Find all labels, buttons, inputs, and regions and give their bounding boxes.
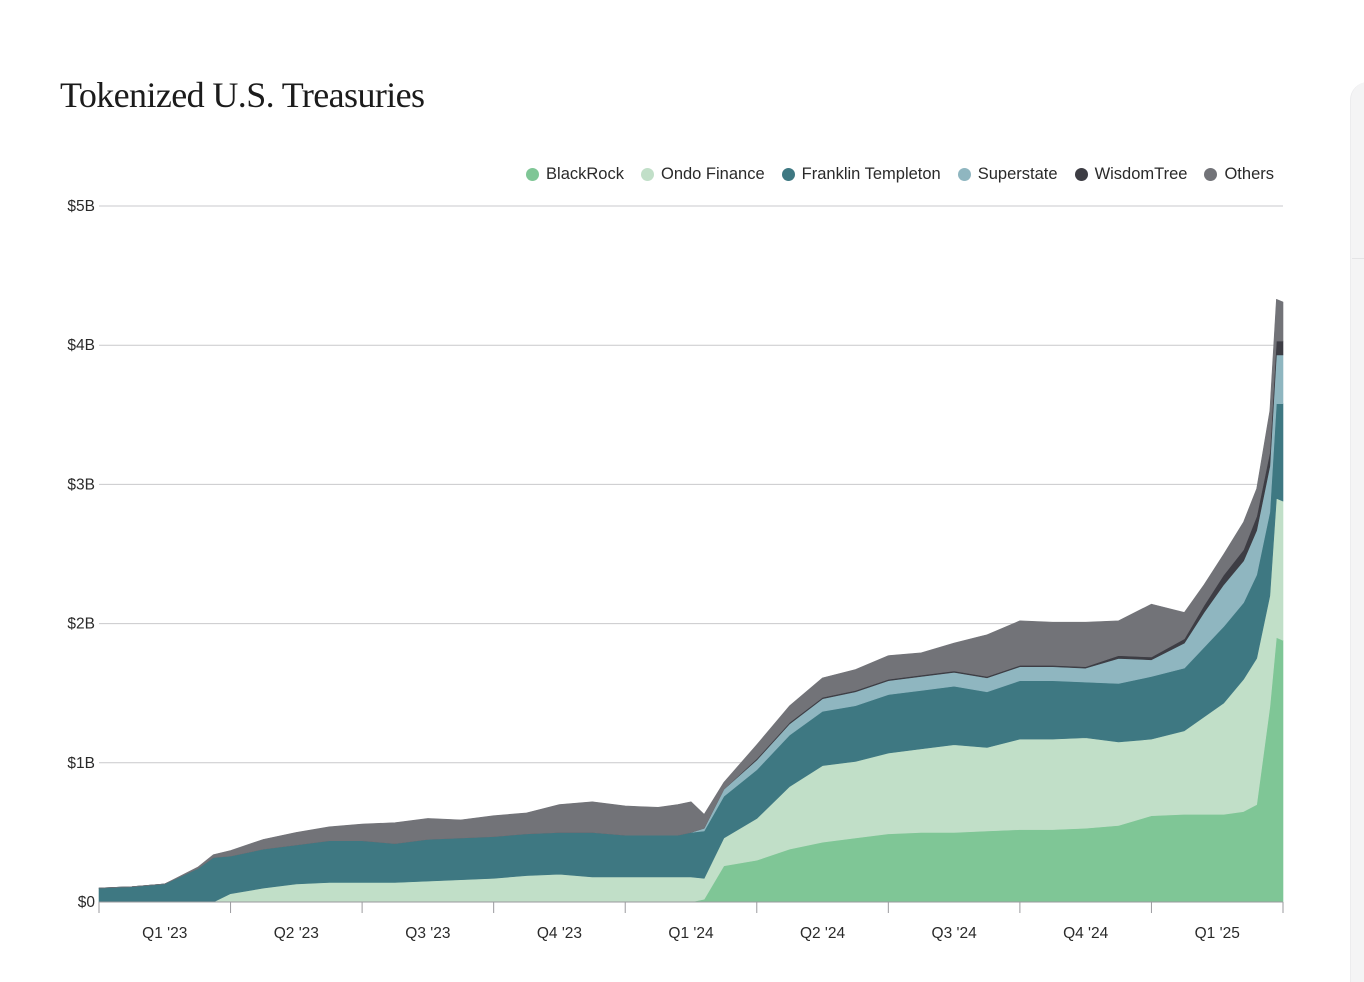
legend-swatch — [640, 168, 654, 181]
x-tick-label: Q4 '23 — [537, 925, 582, 942]
side-panel-divider — [1352, 258, 1364, 259]
legend-item-blackrock[interactable]: BlackRock — [526, 165, 624, 184]
legend-swatch — [957, 168, 971, 181]
legend-item-ondo-finance[interactable]: Ondo Finance — [640, 165, 765, 184]
legend-label: BlackRock — [546, 165, 624, 183]
y-tick-label: $3B — [67, 476, 95, 493]
chart-legend: BlackRock Ondo Finance Franklin Templeton S… — [526, 165, 1274, 184]
x-tick-label: Q1 '24 — [668, 925, 714, 942]
legend-item-superstate[interactable]: Superstate — [957, 165, 1058, 184]
legend-swatch — [526, 168, 540, 181]
y-tick-label: $2B — [67, 616, 95, 633]
x-tick-label: Q4 '24 — [1063, 925, 1109, 942]
chart-title: Tokenized U.S. Treasuries — [60, 75, 425, 115]
legend-item-wisdomtree[interactable]: WisdomTree — [1074, 165, 1188, 184]
legend-label: Ondo Finance — [660, 165, 765, 183]
legend-label: Superstate — [977, 165, 1058, 183]
y-tick-label: $1B — [67, 755, 95, 772]
x-tick-label: Q2 '23 — [274, 925, 319, 942]
y-tick-label: $5B — [67, 198, 95, 215]
y-tick-label: $0 — [78, 894, 96, 911]
legend-item-franklin-templeton[interactable]: Franklin Templeton — [781, 165, 941, 184]
x-tick-label: Q3 '23 — [405, 925, 450, 942]
side-panel-edge — [1350, 82, 1364, 982]
legend-swatch — [1074, 168, 1088, 181]
legend-label: Franklin Templeton — [801, 165, 941, 183]
y-tick-label: $4B — [67, 337, 95, 354]
x-tick-label: Q2 '24 — [800, 925, 846, 942]
legend-label: WisdomTree — [1094, 165, 1188, 183]
x-tick-label: Q1 '23 — [142, 925, 187, 942]
x-tick-label: Q1 '25 — [1195, 925, 1240, 942]
legend-label: Others — [1224, 165, 1274, 183]
area-series-others — [98, 298, 1284, 889]
legend-item-others[interactable]: Others — [1204, 165, 1274, 184]
x-tick-label: Q3 '24 — [932, 925, 978, 942]
legend-swatch — [781, 168, 795, 181]
chart-plot-area: $0 $1B $2B $3B $4B $5B Q1 '23 Q2 '23 Q3 '23 Q4 '2… — [67, 198, 1284, 942]
legend-swatch — [1204, 168, 1218, 181]
